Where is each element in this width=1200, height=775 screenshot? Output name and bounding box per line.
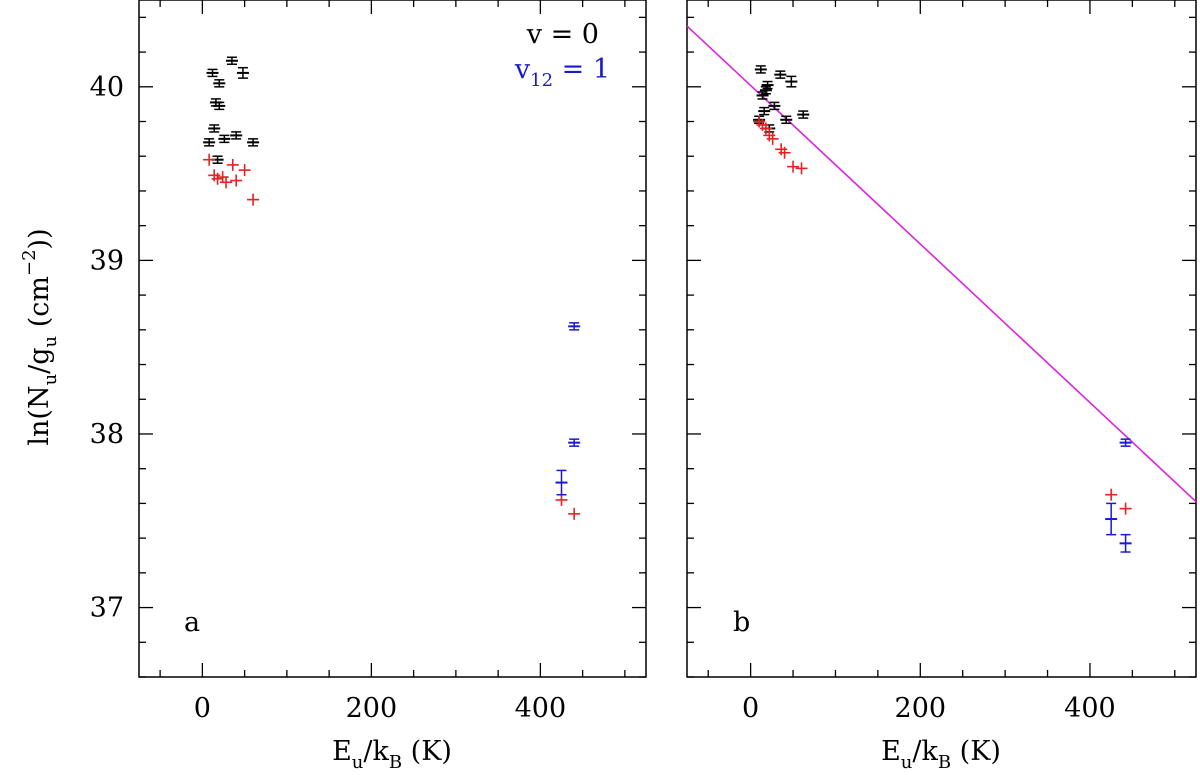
y-tick-label: 38 [90,419,124,450]
data-point [1119,438,1132,447]
panel-b: 0 200 400 b Eu/kB (K) [686,0,1197,773]
data-point [568,438,581,447]
y-tick-label: 37 [90,593,124,624]
data-point [754,65,767,74]
data-point [220,176,233,189]
data-point [795,162,808,175]
panel-a-ticks: 0 200 400 37 38 39 40 [90,0,646,724]
panel-b-frame [686,0,1197,678]
panel-a: 0 200 400 37 38 39 40 a v = 0 v12 = 1 Eu/kB (K… [90,0,647,773]
data-point [797,110,810,119]
x-tick-label: 400 [515,693,567,724]
data-point [1105,488,1118,501]
data-point [787,160,800,173]
x-tick-label: 400 [1064,693,1116,724]
data-point [216,171,229,184]
data-point [230,131,243,140]
data-point [226,158,239,171]
data-point [208,124,221,133]
data-point [203,153,216,166]
data-point [555,469,568,496]
data-point [568,507,581,520]
data-point [225,56,238,66]
x-tick-label: 0 [742,693,759,724]
y-axis-title: ln(Nu/gu (cm−2)) [19,228,61,445]
data-point [785,75,798,88]
panel-a-marks [203,56,581,520]
data-point [203,138,216,147]
data-point [1119,533,1132,553]
data-point [568,322,581,331]
data-point [756,91,769,100]
data-point [1105,502,1118,536]
panel-b-x-axis-title: Eu/kB (K) [881,736,1001,773]
y-tick-label: 39 [90,245,124,276]
x-tick-label: 200 [346,693,398,724]
data-point [236,66,249,79]
y-tick-label: 40 [90,72,124,103]
legend-v0: v = 0 [526,19,599,50]
fit-line [686,25,1197,503]
panel-b-marks [686,25,1197,553]
data-point [774,70,787,79]
data-point [247,138,260,147]
panel-b-ticks: 0 200 400 [687,0,1196,724]
data-point [780,115,793,125]
data-point [766,132,779,145]
data-point [230,174,243,187]
data-point [247,193,260,206]
data-point [778,146,791,159]
panel-a-frame [138,0,647,678]
data-point [213,101,226,111]
data-point [211,172,224,185]
x-tick-label: 0 [194,693,211,724]
data-point [1119,502,1132,515]
data-point [555,493,568,506]
legend-v12: v12 = 1 [514,54,610,91]
data-point [758,106,771,116]
data-point [218,134,231,144]
panel-b-label: b [733,607,750,638]
x-tick-label: 200 [895,693,947,724]
panel-a-x-axis-title: Eu/kB (K) [332,736,452,773]
data-point [759,122,772,135]
data-point [238,164,251,177]
data-point [213,79,226,88]
data-point [206,68,219,78]
data-point [768,101,781,111]
panel-a-label: a [184,607,200,638]
